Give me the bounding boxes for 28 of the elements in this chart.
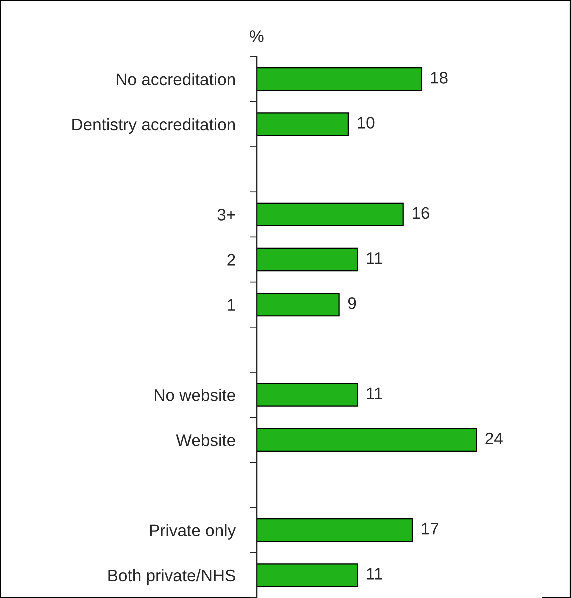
data-label: 9 xyxy=(348,298,356,310)
y-tick-label: Dentistry accreditation xyxy=(72,118,236,134)
bar xyxy=(256,383,358,407)
bar xyxy=(256,112,350,136)
y-tick-label: Private only xyxy=(150,524,236,540)
data-label: 18 xyxy=(431,72,448,84)
bar xyxy=(256,202,404,226)
y-tick-label: No accreditation xyxy=(117,73,236,86)
data-label: 11 xyxy=(367,252,382,264)
bar xyxy=(256,293,340,317)
y-tick-label: Both private/NHS xyxy=(108,569,236,585)
bar xyxy=(256,248,358,272)
bar xyxy=(256,564,358,588)
bar xyxy=(256,518,414,542)
y-tick-label: No website xyxy=(155,389,236,402)
bar xyxy=(256,428,478,452)
data-label: 10 xyxy=(358,117,375,129)
data-label: 11 xyxy=(367,388,382,400)
data-label: 16 xyxy=(412,207,430,220)
y-tick-label: 2 xyxy=(228,254,236,266)
data-label: 17 xyxy=(422,523,439,535)
y-tick-label: 1 xyxy=(228,299,236,311)
text: % xyxy=(250,30,264,42)
data-label: 11 xyxy=(367,568,382,580)
y-tick-label: 3+ xyxy=(218,209,236,221)
bar xyxy=(256,68,422,92)
data-label: 24 xyxy=(486,432,503,444)
y-tick-label: Website xyxy=(176,434,236,446)
